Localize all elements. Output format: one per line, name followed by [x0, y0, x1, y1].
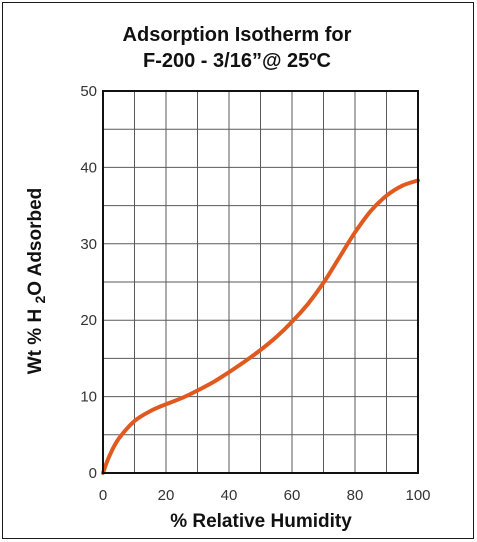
x-axis-label: % Relative Humidity: [170, 511, 352, 532]
y-axis-label-text: Wt % H: [25, 309, 46, 374]
x-tick-label: 100: [405, 487, 430, 504]
x-tick-label: 60: [284, 487, 301, 504]
y-tick-label: 10: [80, 389, 97, 406]
adsorption-isotherm-chart: Adsorption Isotherm for F-200 - 3/16”@ 2…: [25, 24, 431, 532]
x-tick-label: 80: [347, 487, 364, 504]
x-tick-label: 20: [158, 487, 175, 504]
grid: [103, 91, 418, 473]
y-tick-label: 40: [80, 159, 97, 176]
x-tick-label: 0: [99, 487, 107, 504]
y-tick-label: 50: [80, 83, 97, 100]
x-tick-label: 40: [221, 487, 238, 504]
x-tick-labels: 0 20 40 60 80 100: [99, 487, 431, 504]
y-tick-label: 20: [80, 312, 97, 329]
plot-area-border: [102, 90, 419, 474]
plot-line-group: [101, 178, 420, 475]
y-tick-label: 30: [80, 236, 97, 253]
y-tick-labels: 0 10 20 30 40 50: [80, 83, 97, 482]
y-axis-label: Wt % H 2O Adsorbed: [25, 188, 48, 375]
chart-title-line-1: Adsorption Isotherm for: [123, 24, 352, 46]
y-tick-label: 0: [89, 465, 97, 482]
isotherm-series-line: [101, 178, 420, 475]
chart-title-line-2: F-200 - 3/16”@ 25ºC: [143, 50, 331, 72]
